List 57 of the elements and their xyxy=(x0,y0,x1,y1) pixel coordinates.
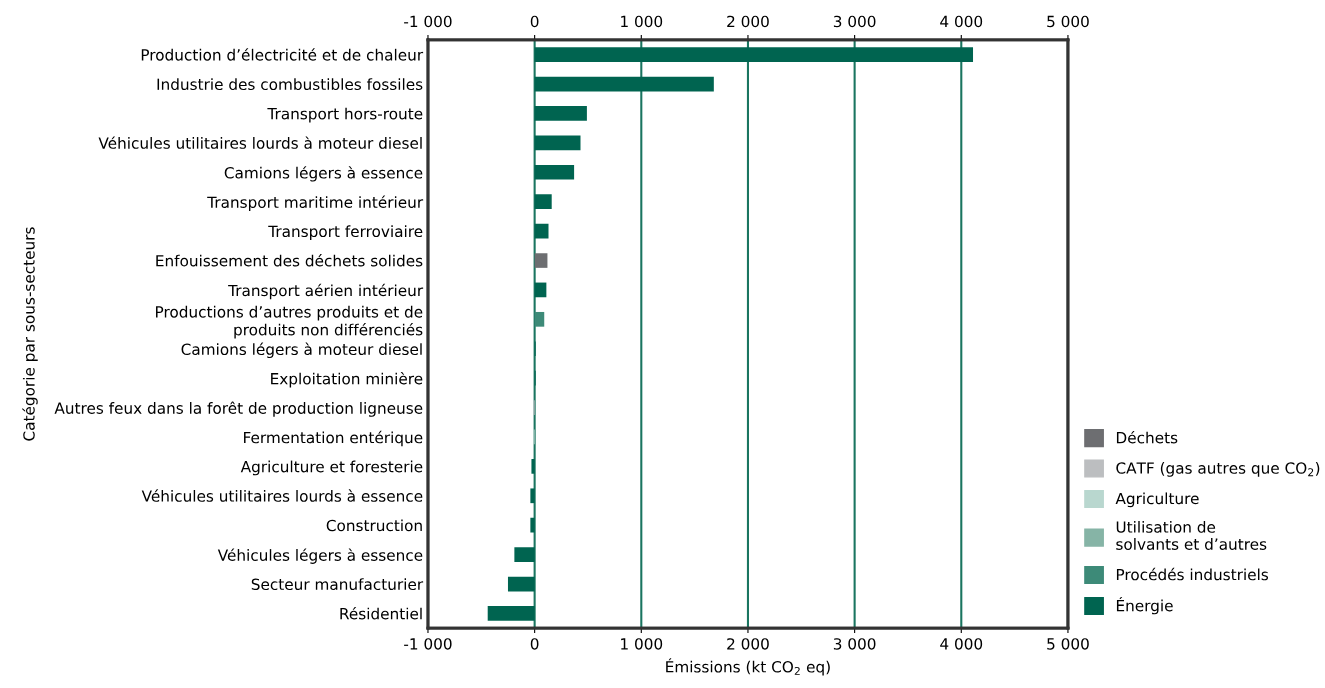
y-tick-label: Véhicules utilitaires lourds à moteur diesel xyxy=(98,136,422,149)
y-tick-label: Autres feux dans la forêt de production ligneuse xyxy=(54,401,423,417)
x-tick-label: -1 000 xyxy=(404,638,452,650)
bar xyxy=(534,311,545,327)
x2-tick-label: 0 xyxy=(530,15,539,28)
y-tick-label: Productions d’autres produits et de produits non différenciés xyxy=(156,305,423,339)
bar xyxy=(530,488,535,504)
y-tick-label: Camions légers à essence xyxy=(224,166,423,182)
bar xyxy=(534,223,549,239)
legend-label: Déchets xyxy=(1116,431,1178,444)
x2-tick-label: 3 000 xyxy=(833,15,876,28)
x2-tick-label: 5 000 xyxy=(1047,15,1089,28)
x-tick-label: 2 000 xyxy=(727,638,769,650)
legend-label: Énergie xyxy=(1116,597,1173,615)
x-tick-label: 3 000 xyxy=(833,638,876,650)
y-tick-label: Transport ferroviaire xyxy=(268,225,423,241)
y-tick-label: Camions légers à moteur diesel xyxy=(181,342,422,359)
x-tick-label: 0 xyxy=(530,638,539,650)
y-tick-label: Enfouissement des déchets solides xyxy=(156,254,423,267)
legend-label: Procédés industriels xyxy=(1116,567,1269,581)
y-tick-label: Agriculture et foresterie xyxy=(240,460,423,476)
legend-label: Agriculture xyxy=(1115,492,1199,508)
bar xyxy=(534,253,548,268)
y-tick-label: Production d’électricité et de chaleur xyxy=(141,48,424,61)
y-tick-label: Construction xyxy=(326,519,422,532)
bar xyxy=(534,164,575,180)
y-axis-title: Catégorie par sous-secteurs xyxy=(22,227,38,441)
bar xyxy=(534,194,552,210)
x2-tick-label: -1 000 xyxy=(404,15,452,28)
bar xyxy=(514,547,535,562)
y-tick-label: Transport maritime intérieur xyxy=(207,195,424,211)
x-axis-title: Émissions (kt CO$_{2}$ eq) xyxy=(666,658,830,676)
y-tick-label: Transport hors-route xyxy=(267,107,423,123)
x-tick-label: 1 000 xyxy=(621,638,663,650)
x-tick-label: 4 000 xyxy=(940,638,983,650)
y-tick-label: Transport aérien intérieur xyxy=(228,283,424,300)
bar xyxy=(534,106,587,121)
y-tick-label: Résidentiel xyxy=(340,607,422,620)
bar xyxy=(507,576,535,592)
y-tick-label: Fermentation entérique xyxy=(244,430,423,447)
legend-label: Utilisation de solvants et d’autres xyxy=(1116,521,1267,550)
x-tick-label: 5 000 xyxy=(1047,638,1089,650)
bar xyxy=(534,135,581,151)
y-tick-label: Véhicules légers à essence xyxy=(217,548,423,564)
y-tick-label: Secteur manufacturier xyxy=(251,578,424,591)
y-tick-label: Industrie des combustibles fossiles xyxy=(157,78,423,91)
bar xyxy=(534,47,974,62)
x2-tick-label: 2 000 xyxy=(727,15,769,28)
x2-tick-label: 4 000 xyxy=(940,15,983,28)
x2-tick-label: 1 000 xyxy=(621,15,663,28)
y-tick-label: Exploitation minière xyxy=(271,372,423,388)
bar xyxy=(487,606,535,621)
bar xyxy=(534,76,714,92)
bar xyxy=(531,459,535,474)
bar xyxy=(530,517,535,533)
legend-label: CATF (gas autres que CO$_{2}$) xyxy=(1116,462,1320,477)
y-tick-label: Véhicules utilitaires lourds à essence xyxy=(141,489,423,502)
